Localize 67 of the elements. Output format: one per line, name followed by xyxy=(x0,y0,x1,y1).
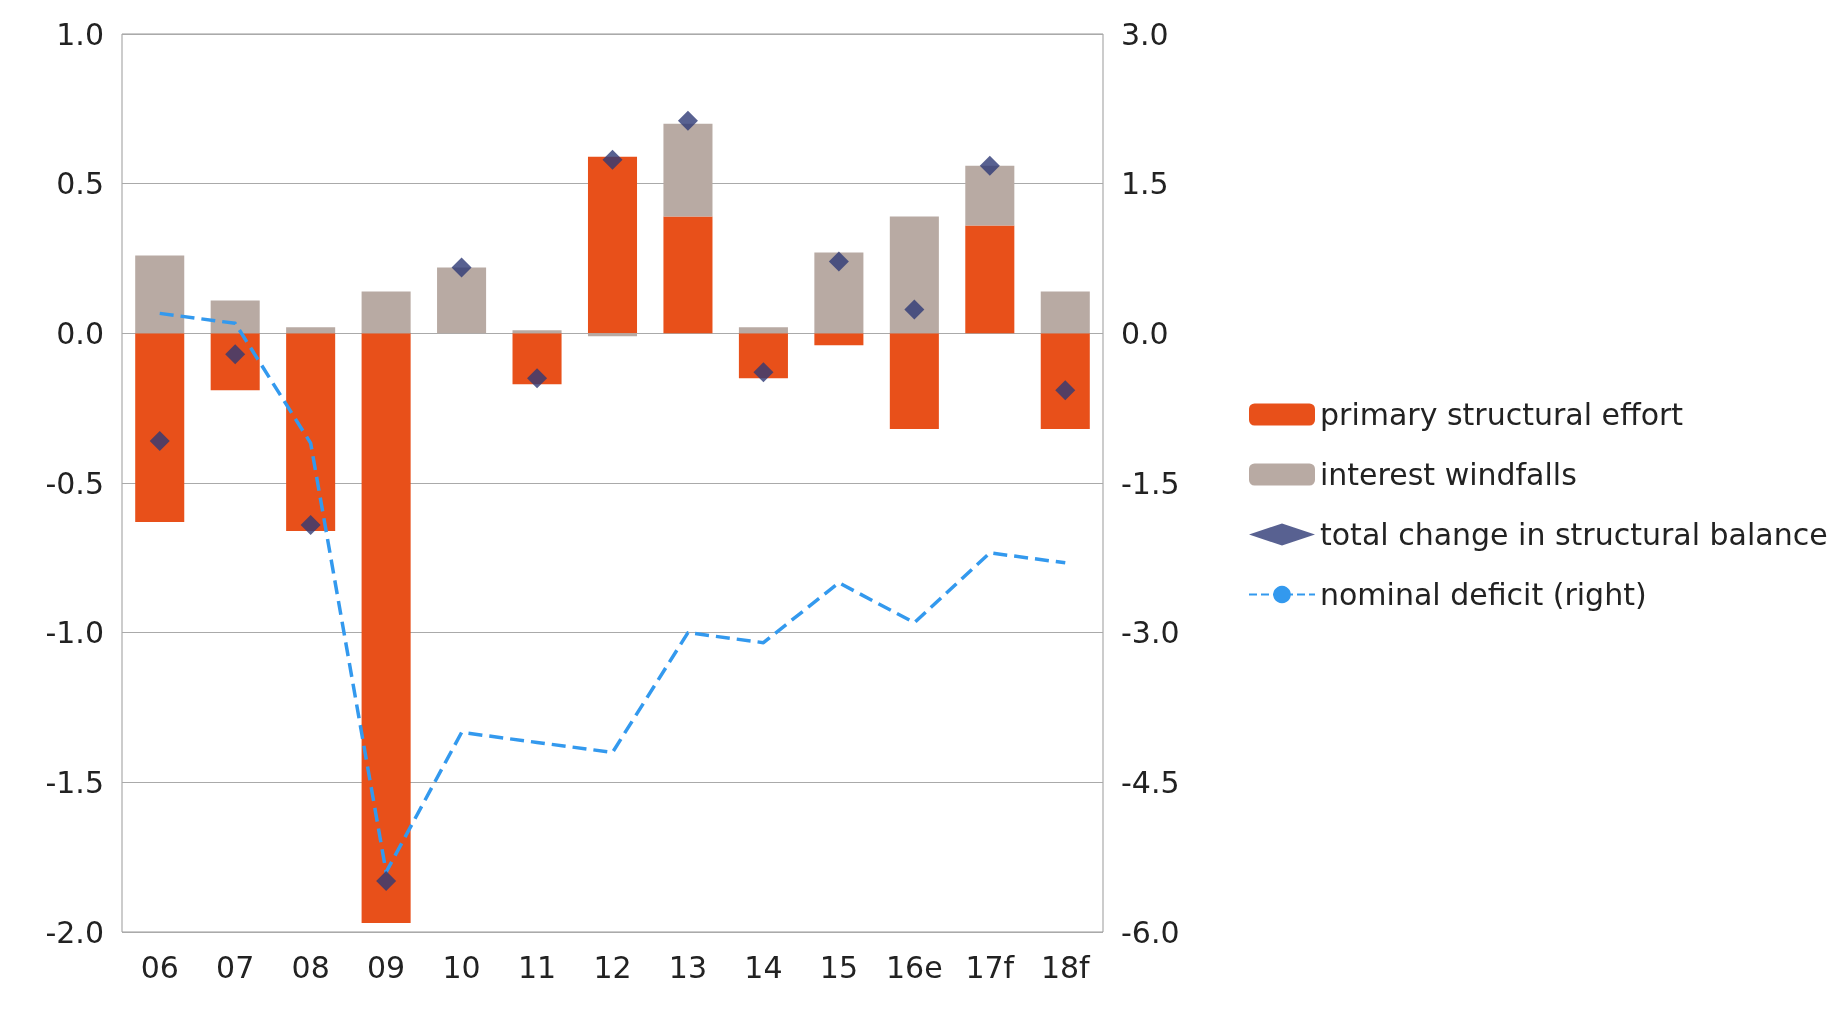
bar xyxy=(663,123,713,217)
bar xyxy=(663,216,713,334)
bar xyxy=(135,255,185,334)
point xyxy=(602,149,623,170)
bar xyxy=(512,333,562,385)
x-tick-label: 08 xyxy=(291,949,330,985)
bar xyxy=(1040,291,1090,334)
point xyxy=(828,251,849,272)
bar xyxy=(286,333,336,531)
bar xyxy=(965,225,1015,334)
bar xyxy=(965,165,1015,226)
bar xyxy=(814,333,864,346)
x-tick-label: 06 xyxy=(140,949,179,985)
bar xyxy=(587,156,638,334)
y-tick-label: 0.5 xyxy=(56,166,104,202)
point xyxy=(1055,380,1076,401)
x-tick-label: 18f xyxy=(1040,949,1092,985)
bar xyxy=(210,300,260,334)
y-tick-label: -1.5 xyxy=(45,764,104,800)
y-tick-label: -2.0 xyxy=(45,914,104,950)
bar xyxy=(738,327,788,334)
point xyxy=(149,431,170,452)
x-tick-label: 12 xyxy=(593,949,632,985)
bar xyxy=(437,267,487,334)
point xyxy=(677,110,698,131)
legend-label: nominal deficit (right) xyxy=(1320,577,1647,612)
bar xyxy=(512,330,562,334)
x-tick-label: 09 xyxy=(367,949,406,985)
point xyxy=(300,514,321,535)
y2-tick-label: -3.0 xyxy=(1121,615,1180,651)
x-tick-label: 11 xyxy=(517,949,557,985)
y2-tick-label: -1.5 xyxy=(1121,465,1180,501)
point xyxy=(753,362,774,383)
y2-tick-label: -6.0 xyxy=(1121,914,1180,950)
x-tick-label: 17f xyxy=(965,949,1016,985)
bar xyxy=(361,291,411,334)
y-tick-label: -0.5 xyxy=(45,465,104,501)
x-tick-label: 16e xyxy=(886,949,943,985)
y-tick-label: -1.0 xyxy=(45,615,104,651)
y2-tick-label: 3.0 xyxy=(1121,16,1169,52)
y-tick-label: 0.0 xyxy=(56,315,104,351)
bar xyxy=(889,333,939,430)
point xyxy=(527,368,548,389)
bar xyxy=(738,333,788,379)
x-tick-label: 15 xyxy=(819,949,858,985)
legend-label: primary structural effort xyxy=(1320,397,1684,432)
y2-tick-label: 1.5 xyxy=(1121,166,1169,202)
bar xyxy=(135,333,185,522)
bar xyxy=(814,252,864,334)
bar xyxy=(361,333,411,924)
legend-label: interest windfalls xyxy=(1320,457,1577,492)
point xyxy=(376,871,397,892)
legend-label: total change in structural balance xyxy=(1320,517,1828,552)
y2-tick-label: -4.5 xyxy=(1121,764,1180,800)
bar xyxy=(587,333,638,337)
y2-tick-label: 0.0 xyxy=(1121,315,1169,351)
bar xyxy=(1040,333,1090,430)
y-tick-label: 1.0 xyxy=(56,16,104,52)
bar xyxy=(286,327,336,334)
point xyxy=(904,299,925,320)
x-tick-label: 14 xyxy=(744,949,783,985)
x-tick-label: 07 xyxy=(216,949,255,985)
x-tick-label: 10 xyxy=(442,949,481,985)
bar xyxy=(889,216,939,334)
x-tick-label: 13 xyxy=(668,949,708,985)
point xyxy=(451,257,472,278)
point xyxy=(979,155,1000,176)
